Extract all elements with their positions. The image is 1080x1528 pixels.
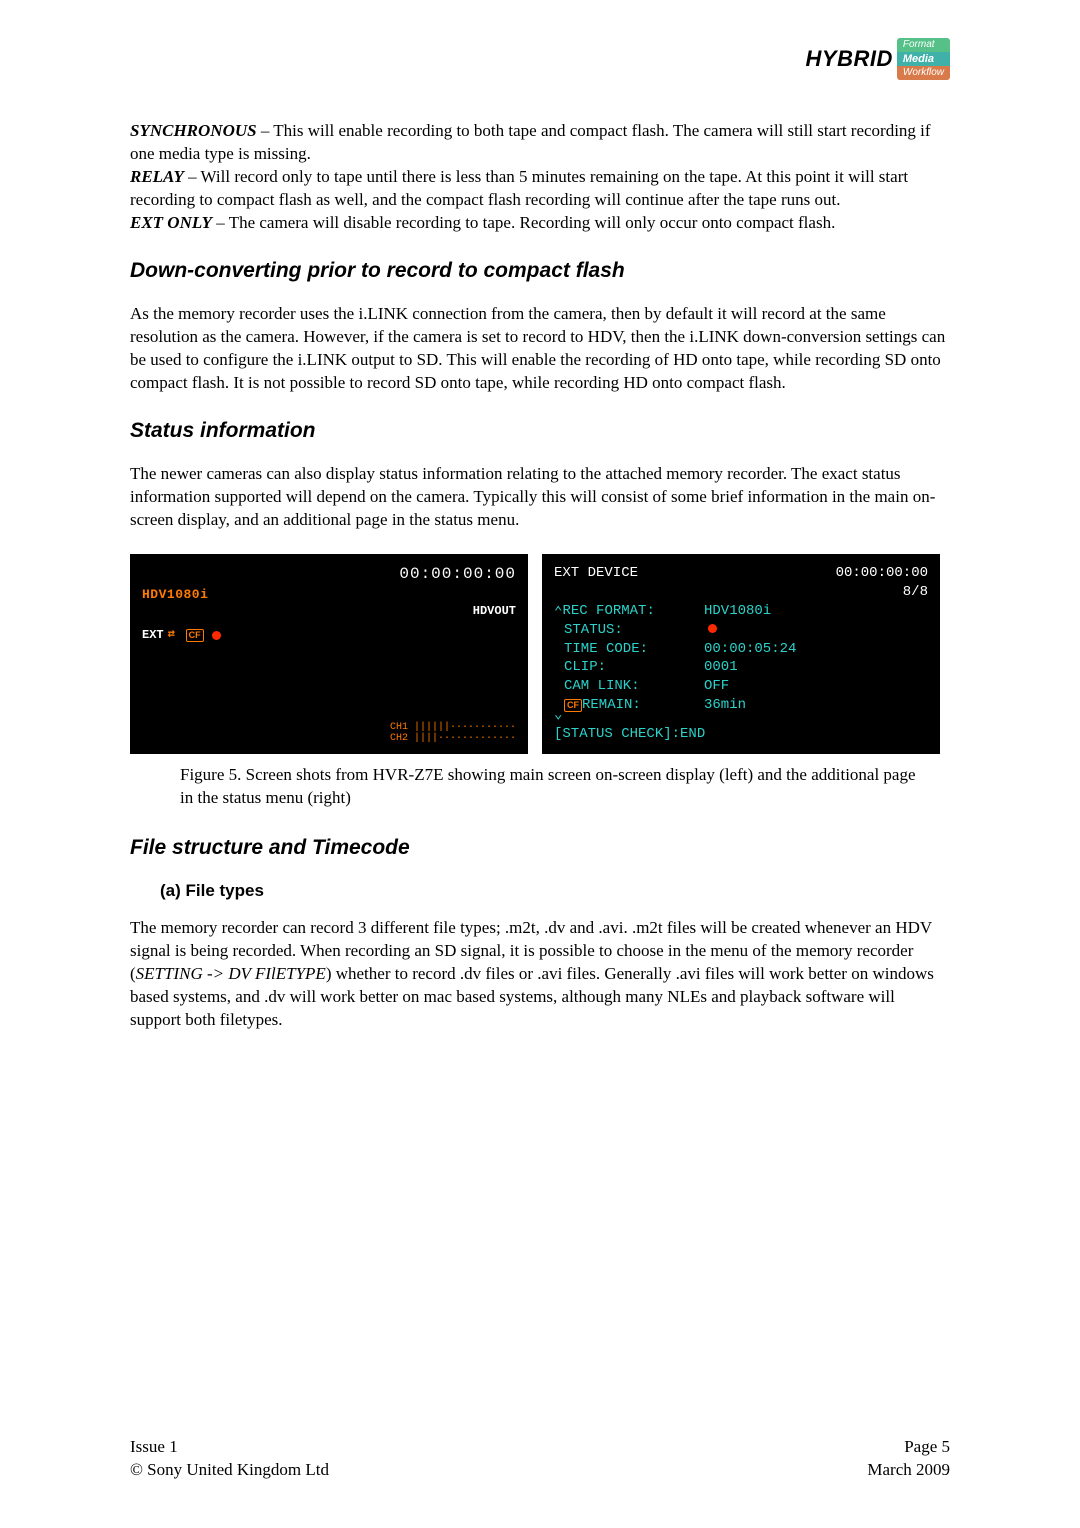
- mode-name-relay: RELAY: [130, 167, 184, 186]
- mode-name-sync: SYNCHRONOUS: [130, 121, 257, 140]
- para-downconvert: As the memory recorder uses the i.LINK c…: [130, 303, 950, 395]
- page-footer: Issue 1 © Sony United Kingdom Ltd Page 5…: [130, 1436, 950, 1482]
- footer-right: Page 5 March 2009: [867, 1436, 950, 1482]
- logo-badge: Format Media Workflow: [897, 38, 950, 80]
- footer-left: Issue 1 © Sony United Kingdom Ltd: [130, 1436, 329, 1482]
- osd2-row-camlink: CAM LINK: OFF: [554, 677, 928, 696]
- arrow-down-icon: [554, 707, 562, 723]
- osd-screenshot-right: EXT DEVICE 00:00:00:00 8/8 REC FORMAT: H…: [542, 554, 940, 754]
- osd-ext-row: EXT CF: [142, 627, 516, 643]
- subheading-filetypes: (a) File types: [160, 880, 950, 903]
- logo-tag-media: Media: [897, 52, 950, 66]
- osd2-footer: [STATUS CHECK]:END: [554, 706, 705, 744]
- osd2-page: 8/8: [836, 583, 928, 602]
- mode-text-ext: – The camera will disable recording to t…: [212, 213, 835, 232]
- osd-hdvout: HDVOUT: [142, 603, 516, 619]
- figure-caption: Figure 5. Screen shots from HVR-Z7E show…: [180, 764, 922, 810]
- osd2-timecode: 00:00:00:00: [836, 564, 928, 583]
- para-status: The newer cameras can also display statu…: [130, 463, 950, 532]
- osd-hdv1080: HDV1080i: [142, 586, 516, 604]
- mode-synchronous: SYNCHRONOUS – This will enable recording…: [130, 120, 950, 166]
- osd2-header: EXT DEVICE 00:00:00:00 8/8: [554, 564, 928, 602]
- hybrid-label: HYBRID: [806, 44, 893, 74]
- osd2-v-remain: 36min: [704, 696, 746, 715]
- mode-name-ext: EXT ONLY: [130, 213, 212, 232]
- osd2-row-status: STATUS:: [554, 621, 928, 640]
- recording-modes: SYNCHRONOUS – This will enable recording…: [130, 120, 950, 235]
- osd2-k-status: STATUS:: [554, 621, 694, 640]
- osd2-k-recformat: REC FORMAT:: [562, 603, 654, 619]
- osd2-k-clip: CLIP:: [554, 658, 694, 677]
- heading-downconvert: Down-converting prior to record to compa…: [130, 257, 950, 285]
- header-logo: HYBRID Format Media Workflow: [806, 38, 950, 80]
- osd2-k-timecode: TIME CODE:: [554, 640, 694, 659]
- footer-page: Page 5: [867, 1436, 950, 1459]
- osd2-row-clip: CLIP: 0001: [554, 658, 928, 677]
- rec-dot-icon: [212, 631, 221, 640]
- osd2-row-recformat: REC FORMAT: HDV1080i: [554, 602, 928, 621]
- footer-issue: Issue 1: [130, 1436, 329, 1459]
- osd2-title: EXT DEVICE: [554, 564, 638, 583]
- link-icon: [168, 630, 182, 640]
- osd-screenshot-left: 00:00:00:00 HDV1080i HDVOUT EXT CF CH1 |…: [130, 554, 528, 754]
- para-filetypes: The memory recorder can record 3 differe…: [130, 917, 950, 1032]
- osd2-v-clip: 0001: [704, 658, 738, 677]
- mode-extonly: EXT ONLY – The camera will disable recor…: [130, 212, 950, 235]
- footer-date: March 2009: [867, 1459, 950, 1482]
- osd2-v-recformat: HDV1080i: [704, 602, 771, 621]
- mode-text-relay: – Will record only to tape until there i…: [130, 167, 908, 209]
- osd-timecode: 00:00:00:00: [142, 564, 516, 586]
- osd2-v-timecode: 00:00:05:24: [704, 640, 796, 659]
- arrow-up-icon: [554, 603, 562, 619]
- menu-path: SETTING -> DV FIlETYPE: [136, 964, 326, 983]
- osd-audio-levels: CH1 ||||||··········· CH2 ||||··········…: [390, 722, 516, 744]
- logo-tag-format: Format: [897, 38, 950, 52]
- osd2-status-check: [STATUS CHECK]:END: [554, 725, 705, 744]
- osd2-row-timecode: TIME CODE: 00:00:05:24: [554, 640, 928, 659]
- osd-ch2: CH2 ||||·············: [390, 733, 516, 744]
- logo-tag-workflow: Workflow: [897, 66, 950, 80]
- footer-copyright: © Sony United Kingdom Ltd: [130, 1459, 329, 1482]
- heading-status: Status information: [130, 417, 950, 445]
- status-rec-dot-icon: [708, 624, 717, 633]
- osd2-k-camlink: CAM LINK:: [554, 677, 694, 696]
- heading-filestructure: File structure and Timecode: [130, 834, 950, 862]
- osd2-v-camlink: OFF: [704, 677, 729, 696]
- screenshot-figure: 00:00:00:00 HDV1080i HDVOUT EXT CF CH1 |…: [130, 554, 950, 754]
- cf-icon: CF: [186, 629, 204, 642]
- osd-ext-label: EXT: [142, 627, 164, 643]
- mode-relay: RELAY – Will record only to tape until t…: [130, 166, 950, 212]
- osd-ch1: CH1 ||||||···········: [390, 722, 516, 733]
